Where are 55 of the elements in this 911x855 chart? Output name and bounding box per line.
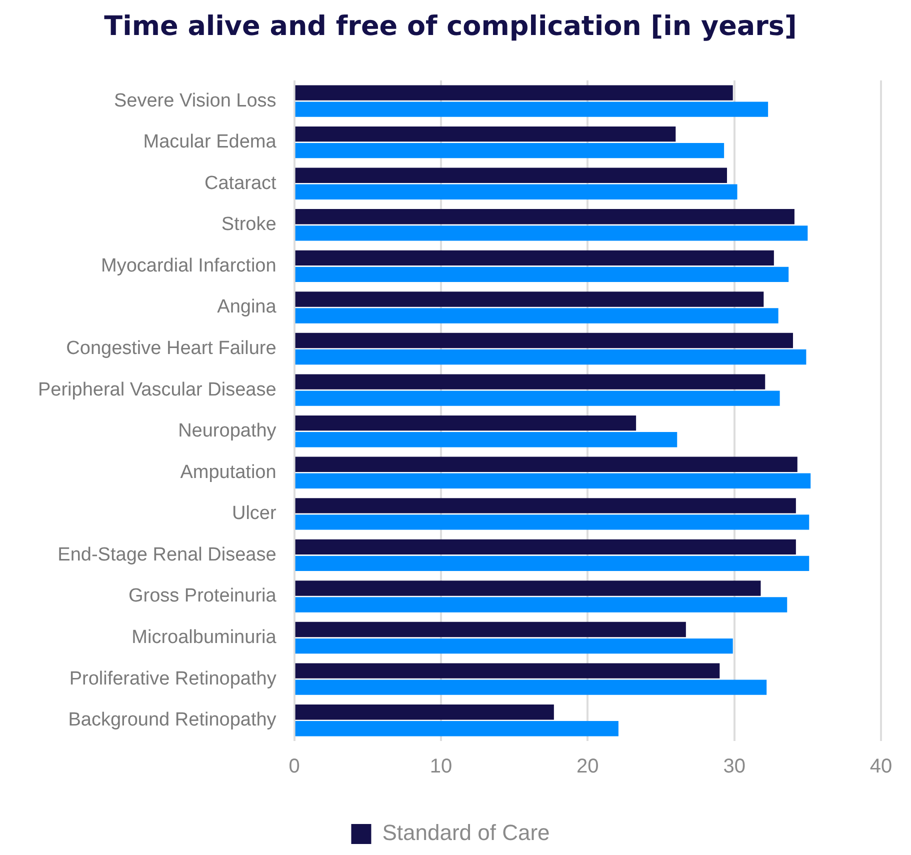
bar (295, 514, 810, 530)
y-tick-label: Cataract (204, 172, 278, 194)
bar (295, 126, 676, 142)
x-tick-label: 30 (723, 756, 746, 778)
y-tick-label: Angina (217, 296, 277, 318)
bar (295, 209, 794, 224)
bar (295, 184, 738, 200)
y-tick-label: Microalbuminuria (132, 627, 277, 648)
bar (295, 349, 806, 365)
bar (295, 142, 724, 158)
y-tick-label: Neuropathy (178, 420, 277, 442)
bar (295, 250, 774, 266)
y-tick-label: Gross Proteinuria (128, 586, 277, 607)
bar (295, 415, 636, 431)
bar (295, 308, 778, 324)
y-tick-label: Ulcer (232, 503, 277, 524)
bar (295, 556, 810, 572)
bar (295, 539, 796, 555)
bar (295, 332, 793, 348)
x-tick-label: 20 (576, 756, 599, 778)
y-tick-label: Proliferative Retinopathy (69, 668, 277, 690)
bar (295, 168, 727, 183)
bar (295, 85, 733, 100)
bar (295, 432, 678, 448)
bar (295, 622, 686, 638)
chart-title: Time alive and free of complication [in years] (104, 11, 797, 42)
bar (295, 292, 764, 307)
y-tick-label: Macular Edema (143, 132, 277, 153)
y-tick-label: Myocardial Infarction (101, 255, 276, 276)
bar (295, 663, 720, 678)
bar (295, 266, 789, 282)
y-tick-label: Peripheral Vascular Disease (38, 379, 276, 400)
y-tick-label: Severe Vision Loss (114, 90, 276, 112)
bar (295, 456, 798, 472)
bar (295, 473, 811, 488)
bar (295, 580, 761, 596)
bar (295, 374, 766, 390)
legend-label: Standard of Care (382, 820, 550, 846)
y-tick-label: Stroke (221, 214, 276, 236)
bar (295, 680, 767, 695)
x-tick-label: 0 (288, 756, 300, 778)
bar (295, 498, 796, 514)
bar (295, 390, 780, 406)
bar (295, 226, 808, 241)
bar (295, 721, 618, 736)
bar (295, 102, 768, 117)
x-tick-label: 10 (430, 756, 452, 778)
bar (295, 638, 733, 654)
bar (295, 704, 554, 720)
y-tick-label: Congestive Heart Failure (66, 338, 276, 360)
x-tick-label: 40 (870, 756, 892, 778)
y-tick-label: Amputation (180, 462, 276, 483)
bar (295, 597, 788, 612)
y-tick-label: End-Stage Renal Disease (58, 544, 276, 566)
y-tick-label: Background Retinopathy (68, 710, 277, 731)
